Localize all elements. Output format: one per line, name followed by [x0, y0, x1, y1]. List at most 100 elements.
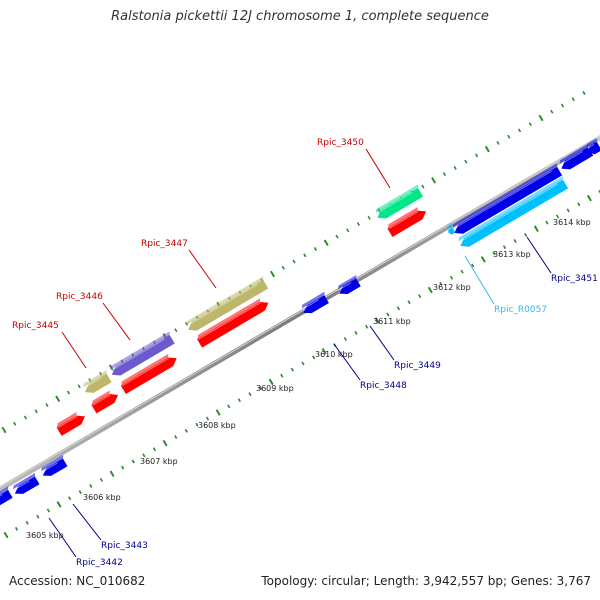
- tick-mark: [152, 447, 157, 452]
- gene-arrow-rpic-3450: [387, 206, 427, 237]
- gene-bevel: [186, 276, 264, 326]
- tick-mark: [538, 114, 544, 122]
- tick-mark: [174, 328, 178, 333]
- label-leader-lines: [48, 148, 552, 558]
- leader-line: [188, 249, 217, 289]
- gene-bevel: [57, 412, 77, 427]
- scale-labels: 3605 kbp 3606 kbp 3607 kbp 3608 kbp 3609 kbp…: [26, 218, 591, 540]
- gene-body: [56, 415, 85, 436]
- gene-shine: [376, 191, 413, 215]
- tick-mark: [312, 355, 316, 360]
- gene-shine: [447, 227, 452, 231]
- gene-bevel: [338, 274, 357, 290]
- gene-body: [377, 188, 424, 219]
- gene-body: [84, 373, 112, 393]
- gene-bevel: [375, 184, 419, 213]
- gene-shine: [0, 494, 3, 503]
- tick-mark: [507, 134, 511, 139]
- gene-label: Rpic_3445: [12, 321, 59, 331]
- gene-bevel: [121, 353, 169, 385]
- tick-mark: [386, 312, 390, 317]
- tick-mark: [321, 347, 327, 355]
- tick-mark: [464, 159, 468, 164]
- leader-line: [102, 302, 131, 341]
- tick-mark: [365, 324, 369, 329]
- tick-mark: [195, 422, 199, 427]
- tick-mark: [292, 259, 296, 264]
- tick-mark: [407, 300, 411, 305]
- tick-mark: [566, 208, 570, 213]
- tick-mark: [66, 390, 71, 395]
- tick-mark: [492, 251, 496, 256]
- tick-mark: [474, 153, 479, 158]
- tick-mark: [109, 470, 115, 478]
- tick-mark: [517, 128, 522, 133]
- gene-arrow: [447, 222, 456, 235]
- tick-mark: [418, 294, 422, 299]
- gene-arrow-rpic-3445: [91, 390, 119, 414]
- tick-mark: [301, 361, 305, 366]
- tick-mark: [227, 404, 231, 409]
- gene-label: Rpic_3448: [360, 381, 407, 391]
- gene-shine: [83, 377, 102, 389]
- gene-arrow-rpic-3446: [120, 353, 177, 395]
- gene-shine: [302, 299, 320, 310]
- genome-summary-text: Topology: circular; Length: 3,942,557 bp…: [261, 574, 591, 588]
- tick-mark: [577, 202, 581, 207]
- gene-body: [460, 179, 569, 247]
- backbone-highlight: [0, 135, 600, 489]
- gene-label: Rpic_3449: [394, 361, 441, 371]
- tick-mark: [89, 484, 93, 488]
- gene-body: [561, 147, 594, 170]
- tick-mark: [15, 526, 19, 531]
- scale-label: 3606 kbp: [83, 493, 121, 502]
- gene-bevel: [447, 222, 453, 229]
- tick-mark: [77, 384, 81, 389]
- gene-bevel: [197, 298, 261, 339]
- tick-mark: [215, 409, 221, 416]
- tick-mark: [496, 140, 500, 145]
- gene-box: [375, 184, 424, 219]
- tick-mark: [502, 245, 507, 250]
- tick-mark: [460, 269, 464, 274]
- tick-mark: [55, 395, 61, 403]
- gene-shine: [121, 357, 169, 387]
- gene-shine: [559, 151, 583, 166]
- gene-labels: Rpic_3445 Rpic_3446 Rpic_3447 Rpic_3450 Rpic…: [12, 138, 598, 568]
- gene-shine: [459, 183, 558, 243]
- leader-line: [61, 331, 87, 369]
- gene-bevel: [559, 143, 589, 164]
- tick-mark: [439, 281, 443, 286]
- gene-label: Rpic_R0057: [494, 305, 547, 315]
- gene-body: [42, 458, 68, 476]
- tick-mark: [258, 386, 263, 390]
- scale-label: 3608 kbp: [198, 421, 236, 430]
- gene-shine: [338, 282, 352, 291]
- gene-bevel: [452, 163, 558, 229]
- gene-bevel: [92, 390, 110, 405]
- tick-mark: [480, 256, 486, 263]
- tick-mark: [513, 239, 517, 243]
- tick-mark: [205, 416, 210, 421]
- tick-mark: [453, 165, 457, 170]
- tick-mark: [142, 453, 146, 458]
- tick-mark: [471, 263, 475, 268]
- scale-label: 3612 kbp: [433, 283, 471, 292]
- gene-arrow-rpic-r0057: [458, 176, 569, 247]
- tick-mark: [586, 194, 592, 202]
- tick-mark: [346, 228, 350, 233]
- tick-mark: [131, 459, 135, 464]
- scale-label: 3607 kbp: [140, 457, 178, 466]
- gene-body: [303, 295, 329, 314]
- tick-mark: [571, 97, 575, 102]
- gene-shine: [186, 283, 258, 327]
- tick-mark: [280, 373, 284, 378]
- gene-arrow: [0, 486, 13, 507]
- tick-mark: [1, 426, 7, 434]
- tick-mark: [99, 477, 104, 482]
- tick-mark: [3, 531, 9, 539]
- gene-shine: [388, 211, 419, 230]
- tick-mark: [598, 190, 600, 194]
- tick-mark: [78, 490, 82, 495]
